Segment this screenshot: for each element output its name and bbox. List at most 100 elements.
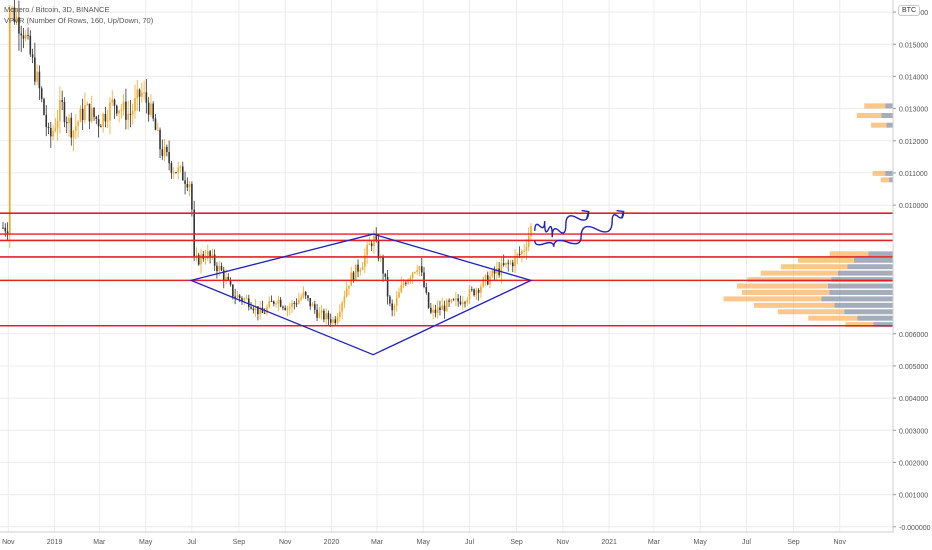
candle-body [18,17,20,34]
candle-body [418,266,421,271]
candle-body [56,121,59,129]
candle-body [484,275,487,279]
candle-body [15,17,18,22]
candle-body [527,235,530,247]
candle-body [521,250,523,255]
x-tick-label: May [417,539,431,546]
candle-body [475,289,478,296]
candle-body [243,298,246,301]
candle-body [147,102,150,115]
candle-body [191,183,193,210]
candle-body [106,120,109,122]
projection-arrow[interactable] [534,211,590,238]
candle-body [270,301,273,303]
candle-body [38,71,41,89]
x-tick-label: Mar [93,539,106,546]
candle-body [407,279,409,284]
y-tick-label: 0.006000 [899,332,928,339]
volume-profile-bar-up [760,270,838,276]
volume-profile-bar-down [868,251,893,257]
candle-body [461,302,464,305]
candle-body [27,34,29,36]
candle-body [129,113,132,115]
candle-body [2,227,4,229]
candle-body [136,89,139,99]
candle-body [300,297,302,300]
volume-profile-bar-down [854,257,893,263]
volume-profile-bar-up [864,103,886,109]
volume-profile-bar-up [880,177,890,183]
candle-body [127,113,129,120]
volume-profile-bar-down [829,289,893,295]
time-axis[interactable]: Nov 2019 Mar May Jul Sep Nov 2020 Mar May Jul Sep No… [0,531,893,546]
candle-body [154,118,157,130]
candle-body [500,263,503,276]
candle-body [43,98,45,115]
candle-body [31,54,34,58]
candle-body [209,251,211,257]
candle-body [316,309,318,318]
candle-body [525,246,528,251]
candle-body [427,292,430,308]
volume-profile-bar-down [834,302,893,308]
candle-body [77,121,79,127]
candle-body [65,122,68,124]
projection-arrow[interactable] [534,211,625,247]
volume-profile-bar-up [872,170,886,176]
candle-body [293,302,296,304]
candle-body [332,319,334,323]
candle-body [63,101,66,123]
candle-body [122,101,125,110]
candle-body [84,105,86,120]
x-tick-label: 2019 [47,539,63,546]
candle-body [254,306,257,311]
x-tick-label: Sep [787,539,800,546]
candle-body [450,299,453,302]
candle-body [366,244,368,256]
candle-body [145,92,148,103]
candle-body [218,265,221,272]
candle-body [104,113,107,122]
volume-profile-bar-up [723,296,822,302]
candle-body [459,301,462,305]
candle-body [327,313,330,320]
candle-body [411,272,414,278]
candle-body [336,316,339,324]
candlestick-series [2,0,532,328]
candle-body [313,304,316,310]
candle-body [90,107,93,122]
candle-body [54,128,57,131]
candle-body [482,278,484,287]
x-tick-label: Nov [834,539,847,546]
candle-body [88,103,91,122]
volume-profile-bar-down [889,177,893,183]
candle-body [4,227,7,232]
currency-button[interactable]: BTC [898,5,920,16]
price-axis[interactable]: 0.0160000.0150000.0140000.0130000.012000… [892,0,932,550]
diamond-pattern[interactable] [189,233,533,356]
candle-body [464,302,466,304]
candle-body [491,270,494,277]
candle-body [6,231,9,234]
candle-body [225,277,227,281]
volume-profile-bar-down [821,296,893,302]
candle-body [384,273,387,277]
candle-body [250,306,252,309]
candle-body [213,254,216,266]
candle-body [134,98,136,111]
candle-body [420,266,423,273]
candle-body [498,268,500,276]
candle-body [511,262,514,267]
candle-body [247,298,250,307]
candle-body [229,280,232,285]
candle-body [468,289,471,300]
candle-body [389,296,391,304]
candle-body [298,299,300,304]
candle-body [370,243,373,246]
candle-body [448,300,450,302]
candle-body [509,262,512,264]
candle-body [302,291,305,298]
drawings[interactable] [189,209,625,356]
candle-body [311,304,314,307]
